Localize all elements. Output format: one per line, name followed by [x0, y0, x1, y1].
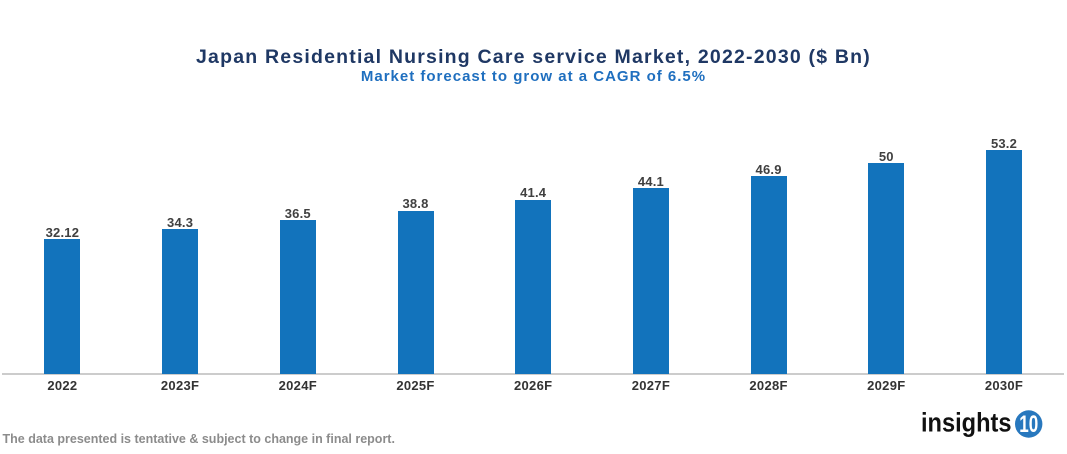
svg-text:10: 10 — [1019, 411, 1038, 438]
svg-text:insights: insights — [921, 408, 1012, 438]
